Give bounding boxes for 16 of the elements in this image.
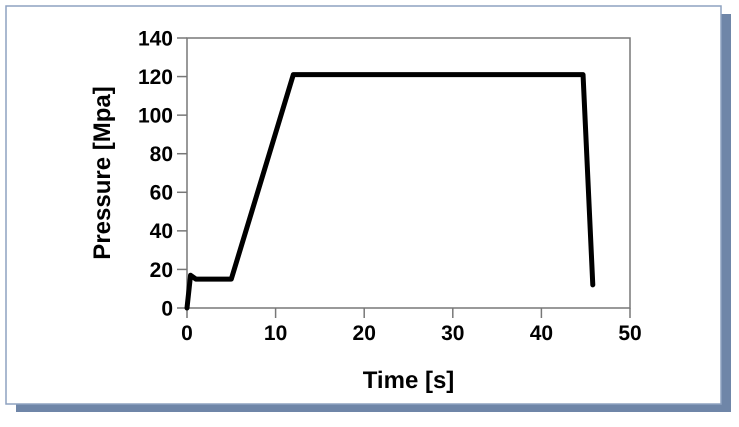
y-tick-label: 140 xyxy=(138,27,173,50)
x-axis-title: Time [s] xyxy=(362,367,454,394)
x-tick-label: 40 xyxy=(530,322,554,345)
y-tick-label: 120 xyxy=(138,66,173,89)
y-axis-title: Pressure [Mpa] xyxy=(89,86,116,260)
y-tick-label: 80 xyxy=(150,143,173,166)
y-tick-label: 40 xyxy=(150,220,173,244)
x-tick-label: 20 xyxy=(352,322,376,345)
y-tick-label: 0 xyxy=(161,297,173,320)
y-tick-label: 60 xyxy=(150,182,173,205)
x-tick-label: 0 xyxy=(181,322,193,345)
x-tick-label: 10 xyxy=(264,322,288,345)
x-tick-label: 50 xyxy=(618,322,642,345)
y-tick-label: 20 xyxy=(150,258,173,282)
y-tick-label: 100 xyxy=(138,104,173,128)
x-tick-label: 30 xyxy=(441,322,464,345)
